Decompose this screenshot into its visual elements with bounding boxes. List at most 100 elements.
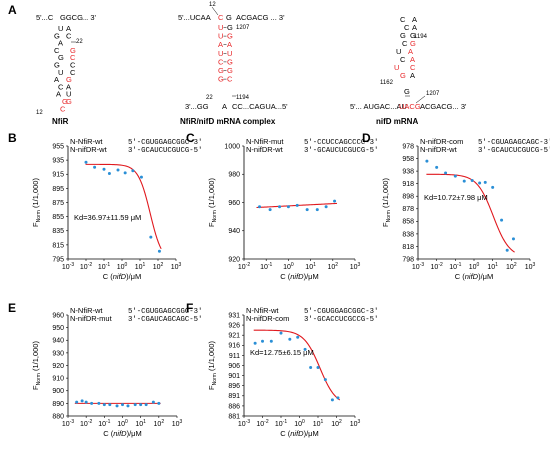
nfir-right-base: C [70, 53, 76, 62]
complex-left-base: U [218, 49, 223, 58]
nifd-bottom-5prime: 5'... AUGAC...AU [350, 102, 407, 111]
y-tick-label: 940 [52, 338, 64, 345]
panel-letter: F [186, 301, 193, 315]
nifd-base: A [410, 55, 415, 64]
data-point [288, 337, 292, 341]
strand-1-name: N-NfiR-wt [246, 306, 279, 315]
nfir-right-base: C [70, 68, 76, 77]
y-axis-title: FNorm (1/1,000) [31, 178, 42, 227]
y-tick-label: 978 [402, 143, 414, 150]
kd-value: Kd=10.72±7.98 μM [424, 193, 488, 202]
nfir-caption: NfiR [52, 117, 69, 126]
nifd-base: A [412, 15, 417, 24]
strand-2-name: N-nifDR-mut [70, 314, 113, 323]
x-tick-label: 10-2 [80, 419, 92, 428]
x-tick-label: 100 [294, 419, 305, 428]
data-point [511, 237, 515, 241]
data-point [286, 205, 290, 209]
strand-1-sequence: 5'-CGUGGAGCGGC-3' [128, 308, 202, 316]
nfir-left-base: A [56, 90, 61, 99]
data-point [330, 398, 334, 402]
complex-right-base: U [227, 49, 232, 58]
data-point [121, 403, 124, 407]
y-tick-label: 931 [228, 312, 240, 319]
nifd-num-1207: 1207 [426, 91, 440, 97]
data-point [303, 347, 307, 351]
nfir-right-base: G [66, 97, 72, 106]
x-tick-label: 10-2 [256, 419, 268, 428]
data-point [269, 339, 273, 343]
strand-2-name: N-nifDR-com [246, 314, 289, 323]
x-tick-label: 10-2 [238, 262, 250, 271]
x-tick-label: 10-1 [98, 419, 110, 428]
y-tick-label: 835 [52, 228, 64, 235]
nfir-right-base: A [66, 24, 71, 33]
data-point [139, 175, 143, 179]
strand-1-sequence: 5'-CGUAGAGCAGC-3' [478, 139, 550, 147]
nfir-left-base: G [58, 53, 64, 62]
nifd-bottom-rest: ACGACG... 3' [420, 102, 467, 111]
y-tick-label: 815 [52, 242, 64, 249]
data-point [107, 172, 111, 176]
x-tick-label: 100 [117, 262, 128, 271]
strand-2-sequence: 3'-CGAUCAGCAGC-5' [128, 316, 202, 324]
x-tick-label: 102 [506, 262, 517, 271]
complex-bottom-3prime: 3'...GG [185, 102, 209, 111]
y-tick-label: 878 [402, 206, 414, 213]
nifd-base: C [402, 39, 408, 48]
data-point [80, 399, 84, 403]
nfir-right-base: U [66, 90, 71, 99]
binding-charts: B 795 815 835 855 875 895 915 935 955 10-3 10-2 10-1… [8, 131, 550, 438]
data-point [435, 165, 439, 169]
fit-curve [85, 163, 162, 250]
x-tick-label: 10-1 [449, 262, 461, 271]
x-tick-label: 101 [305, 262, 316, 271]
data-point [453, 174, 457, 178]
data-point [324, 205, 328, 209]
nifd-base: C [400, 55, 406, 64]
y-tick-label: 875 [52, 200, 64, 207]
panel-letter: D [362, 131, 371, 145]
nifd-num-1162: 1162 [380, 80, 394, 86]
data-point [295, 203, 299, 207]
complex-right-base: C [227, 75, 233, 84]
x-tick-label: 10-1 [260, 262, 272, 271]
data-point [151, 400, 155, 404]
data-point [309, 366, 313, 370]
data-point [268, 208, 272, 212]
data-point [258, 205, 262, 209]
data-point [323, 378, 327, 382]
y-tick-label: 910 [52, 376, 64, 383]
y-axis-title: FNorm (1/1,000) [31, 341, 42, 390]
nifd-num-1194: 1194 [414, 34, 428, 40]
nifd-base: U [394, 63, 399, 72]
complex-top-g: G [226, 13, 232, 22]
nfir-left-base: C [54, 46, 60, 55]
y-tick-label: 918 [402, 181, 414, 188]
strand-1-name: N-NfiR-mut [246, 137, 284, 146]
y-tick-label: 911 [229, 353, 240, 360]
y-tick-label: 891 [228, 393, 240, 400]
data-point [279, 331, 283, 335]
x-tick-label: 101 [135, 419, 146, 428]
complex-left-base: U [218, 32, 223, 41]
data-point [444, 171, 448, 175]
data-point [115, 404, 119, 408]
panel-letter: B [8, 131, 17, 145]
data-point [305, 208, 309, 212]
nfir-num-12: 12 [36, 110, 43, 116]
complex-top-5prime: 5'...UCAA [178, 13, 211, 22]
nifd-base: G [410, 39, 416, 48]
x-axis-title: C (nifD)/μM [103, 429, 142, 438]
y-axis-title: FNorm (1/1,000) [207, 341, 218, 390]
data-point [315, 208, 319, 212]
panel-e: E 880 890 900 910 920 930 940 950 960 10-3 10-2 10-1… [8, 301, 202, 438]
nifd-base: A [408, 47, 413, 56]
x-tick-label: 101 [135, 262, 146, 271]
y-tick-label: 798 [402, 256, 414, 263]
x-tick-label: 100 [469, 262, 480, 271]
complex-top-rest: ACGACG ... 3' [236, 13, 285, 22]
kd-value: Kd=12.75±6.15 μM [250, 348, 314, 357]
